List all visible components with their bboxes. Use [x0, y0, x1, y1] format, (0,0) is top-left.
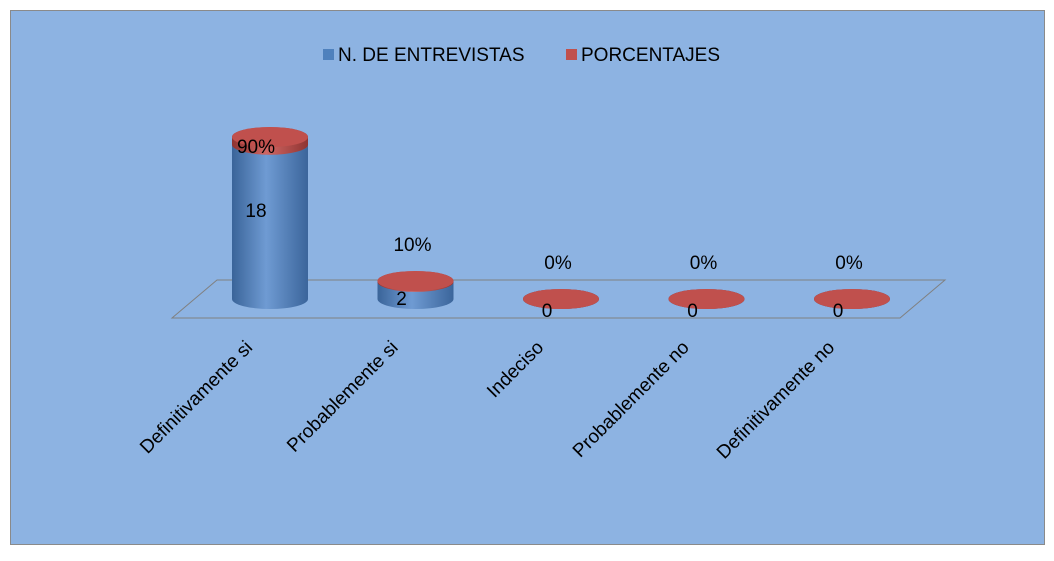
data-label: 0 — [687, 301, 698, 322]
cylinder — [668, 289, 745, 309]
cylinder-top — [523, 289, 599, 309]
cylinder — [814, 289, 890, 309]
legend-label: N. DE ENTREVISTAS — [338, 45, 525, 66]
data-label: 18 — [245, 201, 266, 222]
cylinder-body — [232, 134, 308, 309]
legend-swatch — [323, 49, 334, 60]
chart-area — [10, 10, 1045, 545]
data-label: 0 — [833, 301, 844, 322]
cylinder-top — [814, 289, 890, 309]
cylinder — [523, 289, 599, 309]
data-label: 0% — [690, 253, 718, 274]
data-label: 10% — [393, 235, 431, 256]
cylinder-top — [377, 271, 454, 291]
cylinder — [232, 134, 308, 309]
cylinder — [377, 271, 454, 292]
legend-label: PORCENTAJES — [581, 45, 720, 66]
cylinder-top — [668, 289, 745, 309]
data-label: 90% — [237, 137, 275, 158]
cylinder-top — [232, 127, 308, 147]
legend-swatch — [566, 49, 577, 60]
data-label: 0% — [544, 253, 572, 274]
data-label: 2 — [396, 289, 407, 310]
data-label: 0 — [542, 301, 553, 322]
floor — [170, 279, 947, 319]
cylinder — [232, 127, 308, 155]
data-label: 0% — [835, 253, 863, 274]
